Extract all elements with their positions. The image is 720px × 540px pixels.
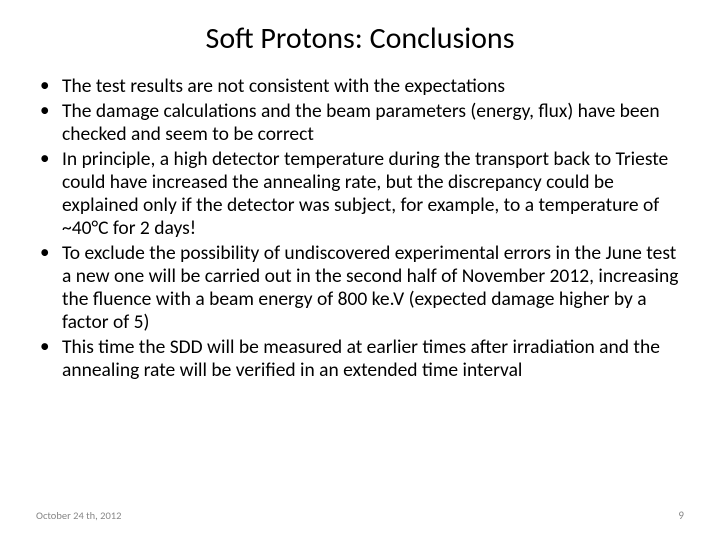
list-item: The test results are not consistent with… — [62, 75, 684, 98]
list-item: This time the SDD will be measured at ea… — [62, 336, 684, 382]
bullet-list: The test results are not consistent with… — [36, 75, 684, 382]
list-item: To exclude the possibility of undiscover… — [62, 242, 684, 334]
list-item: The damage calculations and the beam par… — [62, 100, 684, 146]
slide-footer: October 24 th, 2012 9 — [36, 509, 684, 522]
footer-page-number: 9 — [678, 509, 684, 522]
slide-title: Soft Protons: Conclusions — [36, 20, 684, 57]
footer-date: October 24 th, 2012 — [36, 509, 121, 522]
list-item: In principle, a high detector temperatur… — [62, 148, 684, 240]
slide: Soft Protons: Conclusions The test resul… — [0, 0, 720, 540]
